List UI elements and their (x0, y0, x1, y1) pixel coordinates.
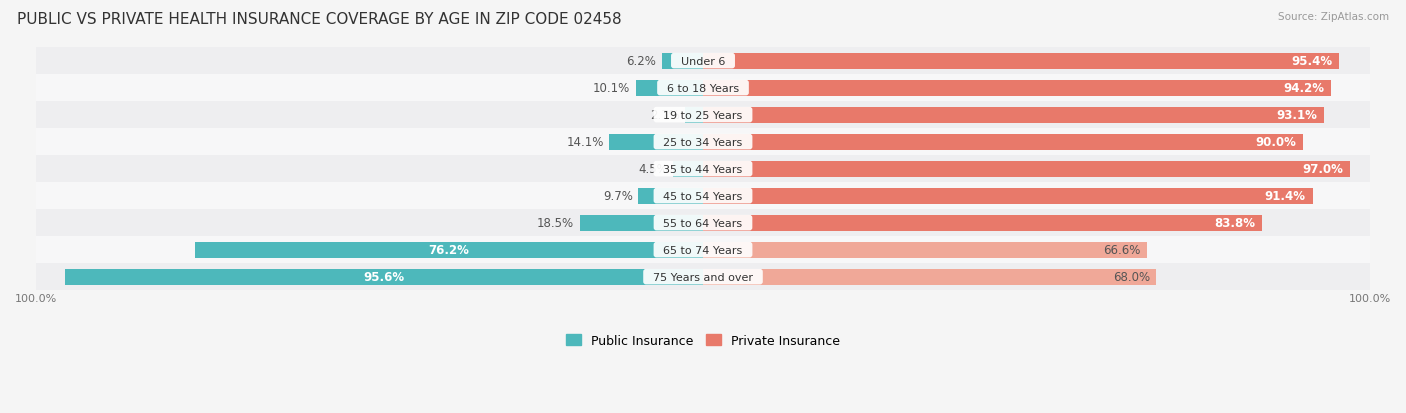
Legend: Public Insurance, Private Insurance: Public Insurance, Private Insurance (561, 329, 845, 352)
Text: 35 to 44 Years: 35 to 44 Years (657, 164, 749, 174)
Text: 68.0%: 68.0% (1112, 271, 1150, 283)
Bar (703, 269, 1157, 285)
Bar (37, 156, 1369, 183)
Bar (37, 48, 1369, 75)
Text: 2.7%: 2.7% (650, 109, 679, 122)
Bar (662, 53, 703, 69)
Text: 95.4%: 95.4% (1291, 55, 1333, 68)
Bar (703, 242, 1147, 258)
Bar (703, 161, 1350, 177)
Text: 6 to 18 Years: 6 to 18 Years (659, 83, 747, 93)
Text: 95.6%: 95.6% (364, 271, 405, 283)
Text: 65 to 74 Years: 65 to 74 Years (657, 245, 749, 255)
Bar (37, 263, 1369, 290)
Text: 76.2%: 76.2% (429, 244, 470, 256)
Text: 90.0%: 90.0% (1256, 136, 1296, 149)
Bar (673, 161, 703, 177)
Bar (579, 215, 703, 231)
Bar (638, 188, 703, 204)
Text: 14.1%: 14.1% (567, 136, 603, 149)
Text: 55 to 64 Years: 55 to 64 Years (657, 218, 749, 228)
Text: 75 Years and over: 75 Years and over (645, 272, 761, 282)
Text: 19 to 25 Years: 19 to 25 Years (657, 110, 749, 120)
Bar (703, 81, 1331, 97)
Text: PUBLIC VS PRIVATE HEALTH INSURANCE COVERAGE BY AGE IN ZIP CODE 02458: PUBLIC VS PRIVATE HEALTH INSURANCE COVER… (17, 12, 621, 27)
Bar (685, 107, 703, 123)
Bar (703, 107, 1324, 123)
Bar (37, 210, 1369, 237)
Bar (66, 269, 703, 285)
Text: 93.1%: 93.1% (1277, 109, 1317, 122)
Bar (703, 215, 1261, 231)
Text: 10.1%: 10.1% (593, 82, 630, 95)
Text: 25 to 34 Years: 25 to 34 Years (657, 137, 749, 147)
Bar (703, 188, 1313, 204)
Text: 97.0%: 97.0% (1302, 163, 1343, 176)
Text: 45 to 54 Years: 45 to 54 Years (657, 191, 749, 201)
Bar (703, 53, 1339, 69)
Text: 66.6%: 66.6% (1104, 244, 1140, 256)
Text: 9.7%: 9.7% (603, 190, 633, 203)
Text: Under 6: Under 6 (673, 57, 733, 66)
Bar (703, 134, 1303, 150)
Text: 18.5%: 18.5% (537, 216, 574, 230)
Bar (37, 237, 1369, 263)
Bar (37, 129, 1369, 156)
Text: 83.8%: 83.8% (1215, 216, 1256, 230)
Text: 4.5%: 4.5% (638, 163, 668, 176)
Text: 91.4%: 91.4% (1265, 190, 1306, 203)
Bar (37, 183, 1369, 210)
Bar (636, 81, 703, 97)
Bar (37, 75, 1369, 102)
Text: 6.2%: 6.2% (627, 55, 657, 68)
Bar (609, 134, 703, 150)
Text: Source: ZipAtlas.com: Source: ZipAtlas.com (1278, 12, 1389, 22)
Text: 94.2%: 94.2% (1284, 82, 1324, 95)
Bar (195, 242, 703, 258)
Bar (37, 102, 1369, 129)
